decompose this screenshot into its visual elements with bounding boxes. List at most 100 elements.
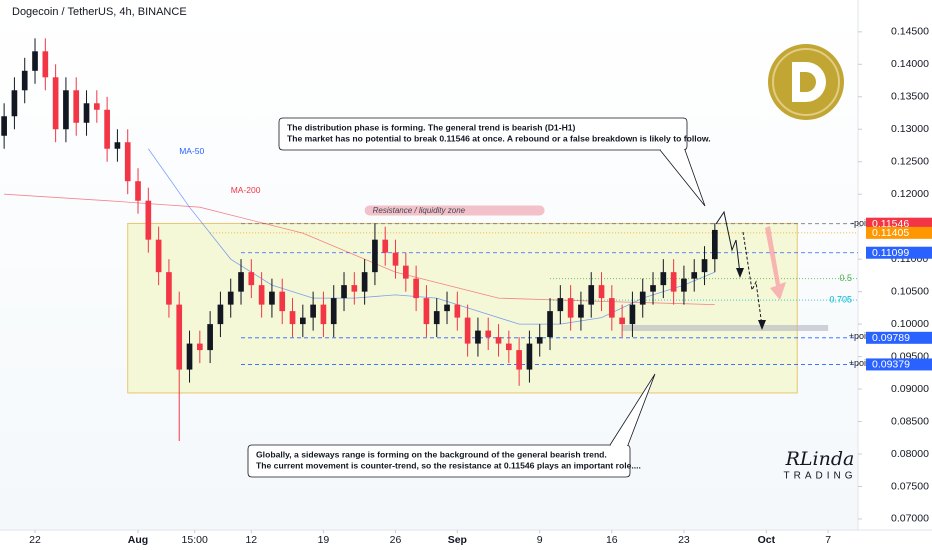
candle-body — [536, 337, 543, 344]
candle-body — [52, 77, 59, 130]
layers: 0.14500 0.14000 0.13500 0.13000 0.12500 0.120… — [1, 26, 932, 546]
candle-body — [372, 239, 378, 273]
x-tick-label: Oct — [758, 534, 776, 546]
candle-body — [227, 291, 234, 305]
brand-sub: TRADING — [784, 471, 857, 482]
price-tag — [866, 246, 932, 259]
price-tag — [866, 358, 932, 371]
x-tick-label: Aug — [128, 534, 148, 546]
y-tick-label: 0.13000 — [891, 123, 929, 135]
callout-text: The market has no potential to break 0.1… — [287, 133, 711, 143]
candle-body — [475, 330, 481, 344]
support-bar — [622, 325, 829, 332]
candle-body — [444, 304, 450, 312]
candle-body — [691, 272, 698, 279]
candle-body — [526, 343, 533, 370]
candle-body — [104, 109, 110, 149]
logo-d — [792, 62, 826, 102]
x-tick-label: 19 — [318, 534, 330, 546]
y-tick-label: 0.14500 — [891, 26, 929, 38]
candle-body — [619, 317, 625, 325]
candle-body — [578, 304, 584, 318]
candle-body — [186, 343, 193, 370]
candle-body — [207, 324, 213, 351]
candle-body — [402, 265, 409, 279]
logo-coin — [768, 44, 844, 120]
candle-body — [310, 304, 316, 318]
y-tick-label: 0.07000 — [891, 513, 929, 525]
candle-body — [32, 51, 38, 71]
callout-text: The distribution phase is forming. The g… — [287, 122, 576, 132]
price-tag-label: 0.11099 — [872, 247, 909, 259]
candle-body — [567, 298, 574, 318]
candle-body — [711, 229, 718, 260]
level-tag: -poi — [851, 218, 866, 228]
candle-body — [433, 311, 440, 325]
candle-body — [21, 70, 28, 91]
candle-body — [361, 272, 368, 292]
price-tag-label: 0.09379 — [872, 359, 910, 371]
candle-body — [423, 298, 430, 325]
candle-body — [42, 51, 49, 78]
candle-body — [485, 330, 492, 338]
candle-body — [588, 285, 595, 305]
fib-label: 0.5 — [839, 273, 852, 283]
candle-body — [166, 272, 172, 305]
candle-body — [289, 311, 296, 325]
candle-body — [670, 272, 677, 292]
candle-body — [505, 343, 512, 351]
candle-body — [413, 278, 419, 299]
callout-tail — [609, 373, 656, 446]
ma-label: MA-50 — [179, 146, 204, 156]
x-tick-label: 12 — [245, 534, 257, 546]
candle-body — [701, 259, 708, 273]
range-zone — [127, 222, 798, 394]
candle-body — [516, 350, 522, 370]
price-tag — [866, 331, 932, 344]
candle-body — [63, 90, 69, 130]
candle-body — [681, 278, 687, 292]
resistance-label: Resistance / liquidity zone — [373, 206, 466, 215]
candle-body — [248, 272, 255, 286]
candle-body — [1, 116, 7, 136]
x-tick-label: 26 — [390, 534, 402, 546]
candle-body — [547, 311, 553, 338]
candle-body — [629, 304, 636, 325]
y-tick-label: 0.10500 — [891, 285, 929, 297]
callout-tail — [659, 149, 706, 207]
arrow-head — [736, 268, 744, 278]
y-tick-label: 0.07500 — [891, 480, 929, 492]
price-tag — [866, 226, 932, 239]
x-tick-label: 9 — [537, 534, 543, 546]
candle-body — [83, 103, 90, 123]
y-tick-label: 0.12500 — [891, 156, 929, 168]
callout-text: The current movement is counter-trend, s… — [256, 460, 641, 470]
candle-body — [557, 298, 564, 312]
candle-body — [299, 317, 306, 325]
y-tick-label: 0.08000 — [891, 448, 929, 460]
x-tick-label: 16 — [606, 534, 618, 546]
price-tag-label: 0.09789 — [872, 332, 910, 344]
x-tick-label: 22 — [29, 534, 41, 546]
candle-body — [392, 252, 399, 266]
y-tick-label: 0.13500 — [891, 91, 929, 103]
chart-title: Dogecoin / TetherUS, 4h, BINANCE — [12, 6, 187, 18]
level-tag: +poi — [849, 358, 866, 368]
candle-body — [464, 317, 471, 344]
candle-body — [269, 291, 275, 305]
y-tick-label: 0.09000 — [891, 383, 929, 395]
candle-body — [145, 200, 152, 240]
x-tick-label: 7 — [825, 534, 831, 546]
level-tag: +poi — [849, 331, 866, 341]
candle-body — [217, 304, 224, 325]
resistance-pill — [364, 205, 545, 216]
x-tick-label: 15:00 — [182, 534, 208, 546]
candle-body — [124, 142, 131, 182]
candle-body — [608, 298, 615, 318]
candle-body — [495, 337, 502, 344]
candle-body — [155, 239, 162, 273]
candle-body — [320, 304, 327, 325]
brand-name: RLinda — [785, 448, 855, 470]
moving-average — [4, 193, 715, 306]
